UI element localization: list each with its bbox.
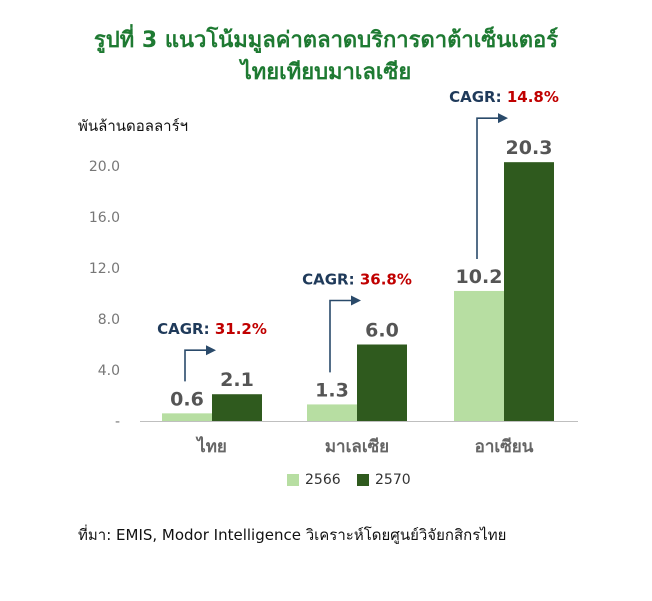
cagr-arrow-line xyxy=(476,117,500,259)
cagr-text: CAGR: 14.8% xyxy=(449,88,559,106)
data-label-2570-0: 2.1 xyxy=(220,369,254,391)
data-label-2570-2: 20.3 xyxy=(506,137,553,159)
y-tick-label: - xyxy=(115,414,120,430)
legend-item-2566: 2566 xyxy=(287,472,341,488)
legend-label-2570: 2570 xyxy=(375,472,411,488)
cagr-label: CAGR: xyxy=(302,271,360,289)
chart-title-line2: ไทยเทียบมาเลเซีย xyxy=(240,60,412,85)
y-axis-unit-label: พันล้านดอลลาร์ฯ xyxy=(78,117,189,135)
data-label-2566-0: 0.6 xyxy=(170,388,204,410)
cagr-text: CAGR: 36.8% xyxy=(302,271,412,289)
data-label-2570-1: 6.0 xyxy=(365,320,399,342)
data-label-2566-1: 1.3 xyxy=(315,379,349,401)
y-tick-label: 20.0 xyxy=(89,159,120,175)
y-tick-label: 12.0 xyxy=(89,261,120,277)
bar-2570-0 xyxy=(212,394,262,421)
cagr-arrow-line xyxy=(184,349,208,382)
category-label: อาเซียน xyxy=(475,436,534,457)
cagr-label: CAGR: xyxy=(449,88,507,106)
bar-2570-1 xyxy=(357,344,407,421)
cagr-value: 14.8% xyxy=(507,88,559,106)
legend-swatch-2570 xyxy=(357,474,369,486)
y-tick-label: 16.0 xyxy=(89,210,120,226)
cagr-arrow-head xyxy=(498,113,508,124)
data-label-2566-2: 10.2 xyxy=(456,266,503,288)
cagr-arrow-line xyxy=(329,299,353,373)
cagr-arrow-head xyxy=(351,295,361,306)
legend-item-2570: 2570 xyxy=(357,472,411,488)
bar-2566-1 xyxy=(307,404,357,421)
y-tick-label: 8.0 xyxy=(98,312,120,328)
category-label: มาเลเซีย xyxy=(325,436,389,457)
cagr-value: 36.8% xyxy=(360,271,412,289)
source-note: ที่มา: EMIS, Modor Intelligence วิเคราะห… xyxy=(78,526,507,544)
chart-title-line1: รูปที่ 3 แนวโน้มมูลค่าตลาดบริการดาต้าเซ็… xyxy=(93,28,559,53)
legend-label-2566: 2566 xyxy=(305,472,341,488)
bar-2570-2 xyxy=(504,162,554,422)
legend-swatch-2566 xyxy=(287,474,299,486)
cagr-label: CAGR: xyxy=(157,320,215,338)
bar-2566-0 xyxy=(162,413,212,421)
cagr-text: CAGR: 31.2% xyxy=(157,320,267,338)
bar-2566-2 xyxy=(454,290,504,421)
y-tick-label: 4.0 xyxy=(98,363,120,379)
category-label: ไทย xyxy=(195,436,227,457)
cagr-value: 31.2% xyxy=(215,320,267,338)
cagr-arrow-head xyxy=(206,345,216,356)
